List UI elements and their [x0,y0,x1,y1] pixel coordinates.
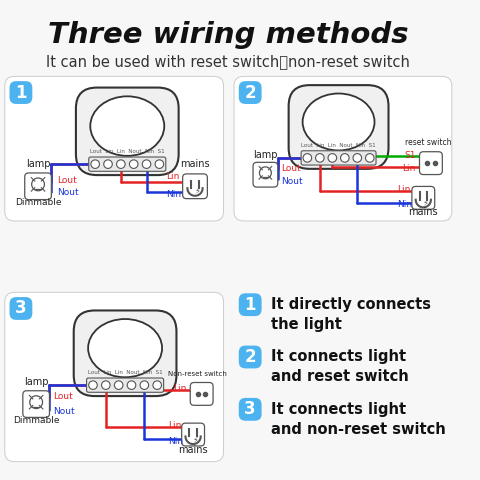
Text: Dimmable: Dimmable [15,198,61,207]
Text: mains: mains [408,207,438,217]
FancyBboxPatch shape [182,423,204,446]
Text: reset switch: reset switch [405,138,451,147]
Text: Lout  Lin  Lin  Nout  Nin  S1: Lout Lin Lin Nout Nin S1 [88,370,162,375]
Text: 1: 1 [244,296,256,314]
Circle shape [353,154,361,162]
Text: It directly connects
the light: It directly connects the light [271,297,431,332]
Text: It connects light
and non-reset switch: It connects light and non-reset switch [271,402,446,436]
Text: 3: 3 [15,300,27,317]
Circle shape [340,154,349,162]
FancyBboxPatch shape [234,76,452,221]
Text: Lin: Lin [396,185,410,194]
FancyBboxPatch shape [239,398,262,421]
Circle shape [153,381,161,389]
Text: 1: 1 [15,84,27,102]
Text: lamp: lamp [24,377,48,387]
FancyBboxPatch shape [288,85,388,169]
Circle shape [91,160,99,168]
FancyBboxPatch shape [74,311,177,396]
Circle shape [328,154,336,162]
FancyBboxPatch shape [23,391,49,418]
Text: Lout: Lout [53,392,73,401]
Circle shape [89,381,97,389]
Text: Non-reset switch: Non-reset switch [168,371,228,377]
Text: Lin: Lin [168,420,182,430]
Text: Nout: Nout [53,407,75,416]
FancyBboxPatch shape [190,383,213,405]
Text: lamp: lamp [26,159,50,169]
Circle shape [365,154,374,162]
Text: mains: mains [180,159,210,169]
Ellipse shape [302,94,374,150]
Circle shape [30,396,43,408]
Circle shape [155,160,164,168]
Text: Nin: Nin [168,437,183,446]
Ellipse shape [88,319,162,377]
Circle shape [114,381,123,389]
Text: ⚡: ⚡ [194,187,200,195]
Text: mains: mains [178,444,208,455]
Text: Dimmable: Dimmable [13,416,60,425]
Circle shape [315,154,324,162]
FancyBboxPatch shape [10,81,32,104]
Text: ⚡: ⚡ [192,435,198,444]
Circle shape [117,160,125,168]
FancyBboxPatch shape [25,173,51,200]
Circle shape [142,160,151,168]
Text: 3: 3 [244,400,256,419]
FancyBboxPatch shape [86,378,164,392]
Circle shape [32,178,45,191]
Text: ⚡: ⚡ [422,198,428,207]
FancyBboxPatch shape [76,87,179,175]
Text: Lin: Lin [402,164,416,173]
FancyBboxPatch shape [182,174,207,199]
Text: Nin: Nin [396,200,412,209]
Text: Nin: Nin [167,191,181,199]
FancyBboxPatch shape [239,346,262,369]
Text: Lin: Lin [173,384,187,393]
FancyBboxPatch shape [239,81,262,104]
Ellipse shape [90,96,164,156]
Circle shape [127,381,136,389]
Text: 2: 2 [244,84,256,102]
Text: 2: 2 [244,348,256,366]
FancyBboxPatch shape [89,157,166,171]
Text: It can be used with reset switch、non-reset switch: It can be used with reset switch、non-res… [47,54,410,69]
Text: Lout: Lout [57,176,77,185]
Text: Lin: Lin [167,172,180,181]
FancyBboxPatch shape [253,162,278,187]
Text: Lout: Lout [282,164,301,172]
Circle shape [140,381,149,389]
Circle shape [260,167,271,179]
Circle shape [104,160,112,168]
FancyBboxPatch shape [420,152,443,175]
Text: S1: S1 [404,151,416,160]
FancyBboxPatch shape [5,76,224,221]
Text: It connects light
and reset switch: It connects light and reset switch [271,349,409,384]
FancyBboxPatch shape [301,151,376,165]
Text: Nout: Nout [57,189,79,197]
Text: Lout  Lin  Lin  Nout  Nin  S1: Lout Lin Lin Nout Nin S1 [301,143,376,148]
Text: Nout: Nout [282,177,303,186]
Circle shape [102,381,110,389]
Circle shape [303,154,312,162]
Text: Three wiring methods: Three wiring methods [48,22,408,49]
Text: Lout  Lin  Lin  Nout  Nin  S1: Lout Lin Lin Nout Nin S1 [90,149,165,154]
FancyBboxPatch shape [5,292,224,462]
Circle shape [130,160,138,168]
FancyBboxPatch shape [239,293,262,316]
FancyBboxPatch shape [412,186,435,209]
Text: lamp: lamp [253,150,277,159]
FancyBboxPatch shape [10,297,32,320]
